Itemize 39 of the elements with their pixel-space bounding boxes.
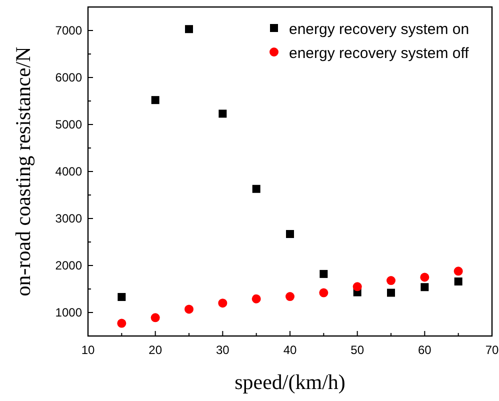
point [218,110,227,118]
point [151,96,160,104]
x-tick-label: 30 [216,343,230,357]
point [118,292,126,301]
legend-label: energy recovery system on [289,21,470,38]
point [218,298,228,308]
point [185,25,193,34]
x-axis-title: speed/(km/h) [234,370,346,394]
y-tick-label: 3000 [55,212,82,226]
legend-label: energy recovery system off [289,45,470,62]
x-tick-label: 40 [283,343,297,357]
y-tick-label: 2000 [55,258,82,272]
point [454,266,463,276]
point [387,288,395,297]
point [352,282,362,292]
point [454,277,462,286]
point [286,292,294,302]
point [117,318,126,328]
y-tick-label: 5000 [55,118,82,132]
point [150,313,160,322]
point [286,230,294,238]
point [420,272,430,282]
y-axis-title: on-road coasting resistance/N [11,46,35,296]
x-tick-label: 50 [350,343,364,357]
point [319,288,328,298]
point [386,276,396,286]
point [252,184,260,193]
point [320,270,328,278]
x-tick-label: 60 [418,343,432,357]
point [252,294,261,304]
y-tick-label: 7000 [55,24,82,38]
y-tick-label: 4000 [55,164,82,178]
point [420,283,429,292]
x-tick-label: 10 [81,343,95,357]
point [184,304,194,314]
x-tick-label: 20 [148,343,162,357]
x-tick-label: 70 [485,343,499,357]
y-tick-label: 6000 [55,70,82,84]
y-tick-label: 1000 [55,306,82,320]
